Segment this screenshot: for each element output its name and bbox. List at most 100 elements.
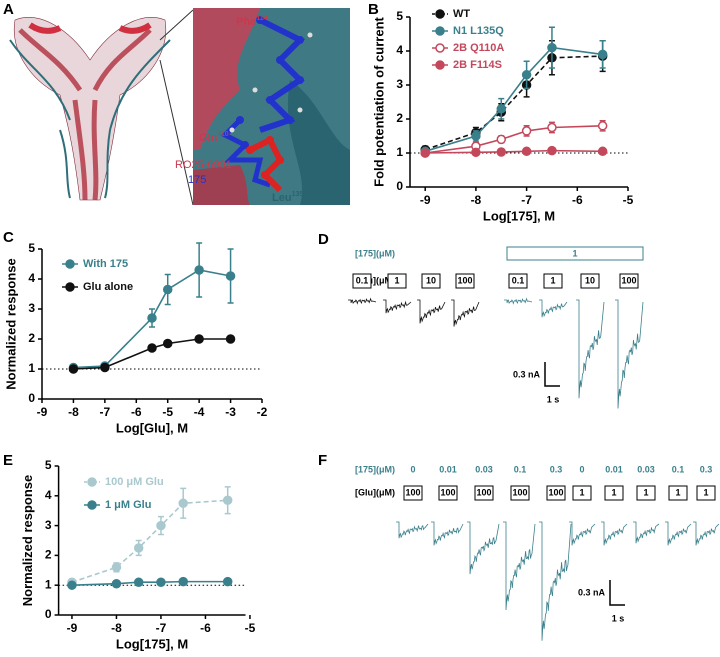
current-trace bbox=[615, 299, 644, 409]
y-axis-title: Normalized response bbox=[20, 475, 35, 607]
current-trace bbox=[348, 297, 377, 305]
concentration-row-label: [175](μM) bbox=[355, 464, 395, 474]
concentration-label: 100 bbox=[405, 487, 420, 497]
concentration-box bbox=[508, 273, 528, 289]
compound-label: 175 bbox=[188, 174, 206, 186]
scale-label: 0.3 nA bbox=[513, 369, 541, 379]
x-tick-label: -8 bbox=[471, 193, 482, 207]
x-tick-label: -2 bbox=[257, 405, 268, 419]
ligand-label: RO25-6981 bbox=[175, 159, 232, 171]
concentration-label: 0.3 bbox=[550, 464, 563, 474]
data-point bbox=[496, 147, 507, 157]
data-point bbox=[111, 578, 122, 589]
data-point bbox=[178, 576, 188, 587]
data-point bbox=[597, 49, 608, 60]
series-line bbox=[424, 55, 603, 151]
data-point bbox=[496, 134, 507, 145]
data-point bbox=[547, 122, 557, 133]
data-point bbox=[420, 148, 430, 158]
data-point bbox=[471, 147, 481, 158]
legend-marker bbox=[435, 60, 445, 70]
y-tick-label: 1 bbox=[45, 577, 52, 591]
concentration-label: 1 bbox=[572, 248, 577, 258]
concentration-box bbox=[604, 485, 624, 501]
y-tick-label: 1 bbox=[28, 361, 35, 375]
panel-label: C bbox=[3, 229, 14, 246]
concentration-box bbox=[352, 273, 372, 289]
y-tick-label: 2 bbox=[396, 111, 403, 125]
legend-marker bbox=[87, 477, 97, 487]
concentration-label: 1 bbox=[611, 487, 616, 497]
data-point bbox=[67, 580, 77, 590]
legend-label: 2B Q110A bbox=[453, 42, 504, 54]
data-point bbox=[225, 334, 236, 344]
concentration-label: 0 bbox=[579, 464, 584, 474]
data-point bbox=[547, 42, 557, 53]
scale-label: 0.3 nA bbox=[578, 587, 606, 597]
current-trace bbox=[467, 521, 500, 575]
data-point bbox=[156, 577, 166, 587]
y-tick-label: 5 bbox=[396, 9, 403, 23]
concentration-label: 0.01 bbox=[605, 464, 623, 474]
x-tick-label: -6 bbox=[131, 405, 142, 419]
concentration-box bbox=[510, 485, 530, 501]
legend-marker bbox=[435, 43, 445, 53]
data-point bbox=[222, 495, 233, 506]
current-trace bbox=[417, 299, 446, 324]
concentration-label: 0.03 bbox=[637, 464, 655, 474]
data-point bbox=[521, 146, 532, 157]
concentration-label: 10 bbox=[426, 275, 436, 285]
concentration-box bbox=[696, 485, 716, 501]
x-tick-label: -5 bbox=[245, 621, 256, 635]
data-point bbox=[162, 338, 173, 349]
legend-label: With 175 bbox=[83, 258, 128, 270]
application-bar bbox=[506, 246, 644, 261]
concentration-label: 0 bbox=[410, 464, 415, 474]
y-tick-label: 2 bbox=[28, 331, 35, 345]
concentration-label: 0.3 bbox=[700, 464, 713, 474]
concentration-box bbox=[668, 485, 688, 501]
x-tick-label: -4 bbox=[194, 405, 205, 419]
residue-label: Phe114 bbox=[236, 15, 268, 28]
y-tick-label: 4 bbox=[45, 488, 52, 502]
concentration-row-label: [Glu](μM) bbox=[355, 275, 395, 285]
data-point bbox=[194, 334, 204, 344]
concentration-label: 100 bbox=[512, 487, 527, 497]
concentration-label: 0.1 bbox=[672, 464, 685, 474]
legend-marker bbox=[87, 500, 97, 510]
current-trace bbox=[451, 299, 480, 327]
y-tick-label: 2 bbox=[45, 548, 52, 562]
data-point bbox=[521, 70, 532, 80]
x-axis-title: Log[175], M bbox=[483, 208, 555, 223]
x-axis-title: Log[175], M bbox=[116, 636, 188, 651]
concentration-box bbox=[387, 273, 407, 289]
x-tick-label: -5 bbox=[162, 405, 173, 419]
data-point bbox=[222, 576, 233, 587]
data-point bbox=[147, 343, 157, 353]
concentration-label: 1 bbox=[394, 275, 399, 285]
current-trace bbox=[503, 521, 536, 611]
x-tick-label: -5 bbox=[623, 193, 634, 207]
panel-label: E bbox=[3, 452, 13, 469]
y-tick-label: 4 bbox=[28, 271, 35, 285]
legend-marker bbox=[435, 26, 445, 36]
concentration-box bbox=[421, 273, 441, 289]
current-trace bbox=[539, 299, 568, 318]
current-trace bbox=[576, 299, 605, 399]
x-tick-label: -7 bbox=[521, 193, 532, 207]
concentration-label: 0.1 bbox=[512, 275, 525, 285]
y-tick-label: 5 bbox=[28, 241, 35, 255]
concentration-label: 10 bbox=[585, 275, 595, 285]
current-trace bbox=[693, 521, 720, 546]
scale-bar bbox=[544, 362, 560, 387]
panel-label: A bbox=[3, 1, 14, 18]
series-line bbox=[71, 580, 228, 586]
x-tick-label: -9 bbox=[420, 193, 431, 207]
concentration-box bbox=[474, 485, 494, 501]
series-line bbox=[71, 499, 228, 583]
data-point bbox=[597, 146, 608, 157]
data-point bbox=[100, 362, 110, 373]
x-tick-label: -9 bbox=[67, 621, 78, 635]
concentration-box bbox=[543, 273, 563, 289]
